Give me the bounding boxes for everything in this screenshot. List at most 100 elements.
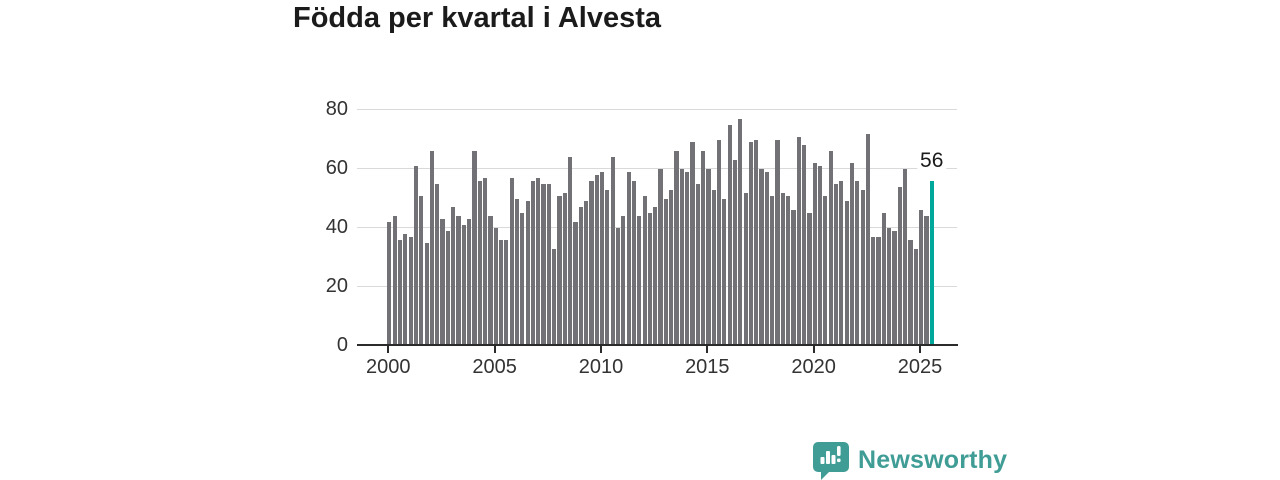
bar (770, 195, 775, 346)
bar-highlighted (929, 180, 934, 346)
bar (727, 124, 732, 346)
y-axis-label: 40 (325, 216, 348, 238)
bar (483, 177, 488, 346)
newsworthy-logo-icon (813, 442, 849, 480)
x-axis-label: 2020 (791, 356, 836, 378)
bar (557, 195, 562, 346)
bar (631, 180, 637, 346)
bar (541, 183, 546, 346)
bar (546, 183, 551, 346)
bar (578, 207, 583, 346)
bar (908, 239, 913, 346)
x-axis-tick (812, 346, 815, 353)
bar-layer (385, 0, 960, 480)
bar (467, 219, 472, 346)
x-axis-label: 2010 (578, 356, 624, 378)
bar (525, 201, 530, 346)
bar (849, 163, 855, 346)
bar (552, 248, 557, 346)
bar (615, 228, 621, 346)
chart-title: Födda per kvartal i Alvesta (293, 2, 662, 34)
bar (679, 169, 684, 346)
bar (419, 195, 424, 346)
x-axis-tick (387, 346, 390, 353)
x-axis-tick (599, 346, 602, 353)
bar (637, 216, 642, 346)
bar (786, 195, 791, 346)
x-axis-label: 2015 (685, 356, 730, 378)
x-axis-line (357, 344, 958, 346)
x-axis-label: 2005 (472, 356, 517, 378)
bar (823, 195, 828, 346)
highlight-value-label: 56 (917, 149, 947, 173)
bar (706, 169, 711, 346)
bar (812, 163, 817, 346)
bar (530, 180, 536, 346)
y-axis-label: 20 (325, 275, 348, 297)
bar (844, 201, 849, 346)
bar (397, 239, 403, 346)
bar (690, 142, 695, 346)
bar (839, 180, 844, 346)
bar (663, 198, 668, 346)
bar (573, 222, 578, 346)
x-axis-label: 2000 (366, 356, 411, 378)
bar (504, 239, 509, 346)
bar (732, 160, 738, 346)
bar (445, 230, 450, 346)
bar (828, 151, 833, 346)
bar (514, 198, 520, 346)
bar (695, 183, 700, 346)
bar (759, 169, 764, 346)
bar (599, 171, 605, 346)
bar (716, 139, 722, 346)
bar (791, 210, 796, 346)
bar (892, 230, 897, 346)
bar (871, 236, 876, 346)
bar (626, 171, 631, 346)
bar (642, 195, 647, 346)
bar (897, 186, 902, 346)
bar (594, 174, 599, 346)
bar (865, 133, 871, 346)
bar (440, 219, 445, 346)
bar (413, 166, 419, 346)
bar (722, 198, 727, 346)
bar (881, 213, 886, 346)
x-axis-tick (706, 346, 709, 353)
bar (887, 228, 892, 346)
bar (562, 192, 567, 346)
bar (711, 189, 716, 346)
bar (584, 201, 589, 346)
gridline-60 (357, 168, 957, 169)
bar (520, 213, 525, 346)
bar (408, 236, 413, 346)
bar (855, 180, 860, 346)
bar (456, 216, 461, 346)
bar (435, 183, 440, 346)
bar (488, 216, 493, 346)
y-axis-label: 80 (325, 98, 348, 120)
gridline-80 (357, 109, 957, 110)
bar (589, 180, 594, 346)
bar (796, 136, 801, 346)
bar (568, 157, 573, 346)
bar (493, 228, 498, 346)
y-axis-label: 0 (336, 334, 348, 356)
bar (669, 189, 674, 346)
bar (802, 145, 807, 346)
bar (424, 242, 429, 346)
bar (658, 169, 663, 346)
bar (748, 142, 754, 346)
bar (701, 151, 706, 346)
bar (775, 139, 780, 346)
x-axis-tick (493, 346, 496, 353)
x-axis-tick (919, 346, 921, 353)
bar (403, 233, 408, 346)
bar (743, 192, 748, 346)
bar (509, 177, 514, 346)
bar (536, 177, 541, 346)
bar (903, 169, 908, 346)
bar (674, 151, 679, 346)
